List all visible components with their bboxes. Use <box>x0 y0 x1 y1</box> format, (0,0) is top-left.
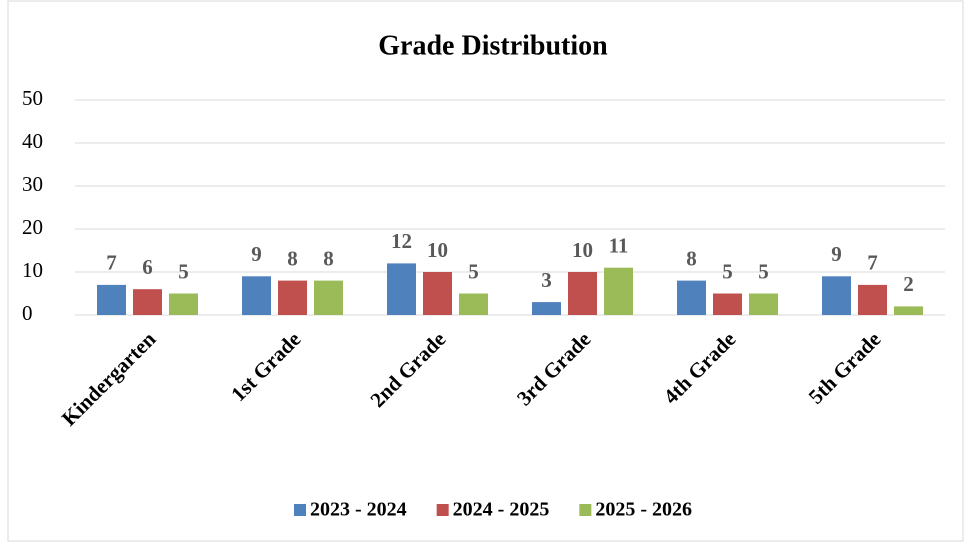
data-label: 8 <box>287 246 298 270</box>
bar <box>713 293 742 315</box>
data-label: 5 <box>758 259 769 283</box>
data-label: 5 <box>468 259 479 283</box>
y-tick-label: 0 <box>22 301 33 325</box>
data-label: 5 <box>178 259 189 283</box>
bar <box>532 302 561 315</box>
bar <box>894 306 923 315</box>
bar <box>858 284 887 315</box>
bar <box>677 280 706 315</box>
data-label: 7 <box>867 251 878 275</box>
data-label: 11 <box>609 234 629 258</box>
legend-label: 2024 - 2025 <box>453 499 550 521</box>
y-tick-label: 40 <box>22 129 43 153</box>
data-label: 9 <box>831 242 842 266</box>
bar <box>604 267 633 315</box>
data-label: 8 <box>323 246 334 270</box>
bar <box>133 289 162 315</box>
data-label: 5 <box>722 259 733 283</box>
bar <box>278 280 307 315</box>
y-tick-label: 30 <box>22 172 43 196</box>
bar <box>314 280 343 315</box>
y-tick-label: 20 <box>22 215 43 239</box>
data-label: 12 <box>391 229 412 253</box>
bar <box>97 284 126 315</box>
legend-label: 2023 - 2024 <box>310 499 407 521</box>
legend-swatch <box>436 504 449 516</box>
data-label: 6 <box>142 255 153 279</box>
y-tick-label: 50 <box>22 86 43 110</box>
data-label: 10 <box>427 238 448 262</box>
bar <box>822 276 851 315</box>
legend-swatch <box>579 504 592 516</box>
bar <box>423 272 452 315</box>
chart-title: Grade Distribution <box>378 30 608 61</box>
legend-swatch <box>293 504 306 516</box>
chart-border <box>7 0 964 542</box>
bar <box>169 293 198 315</box>
data-label: 9 <box>251 242 262 266</box>
bar <box>459 293 488 315</box>
legend-label: 2025 - 2026 <box>595 499 692 521</box>
data-label: 10 <box>572 238 593 262</box>
data-label: 8 <box>686 246 697 270</box>
data-label: 3 <box>541 268 552 292</box>
y-tick-label: 10 <box>22 258 43 282</box>
bar <box>242 276 271 315</box>
data-label: 7 <box>106 251 117 275</box>
bar <box>387 263 416 315</box>
bar <box>749 293 778 315</box>
data-label: 2 <box>903 272 914 296</box>
bar <box>568 272 597 315</box>
